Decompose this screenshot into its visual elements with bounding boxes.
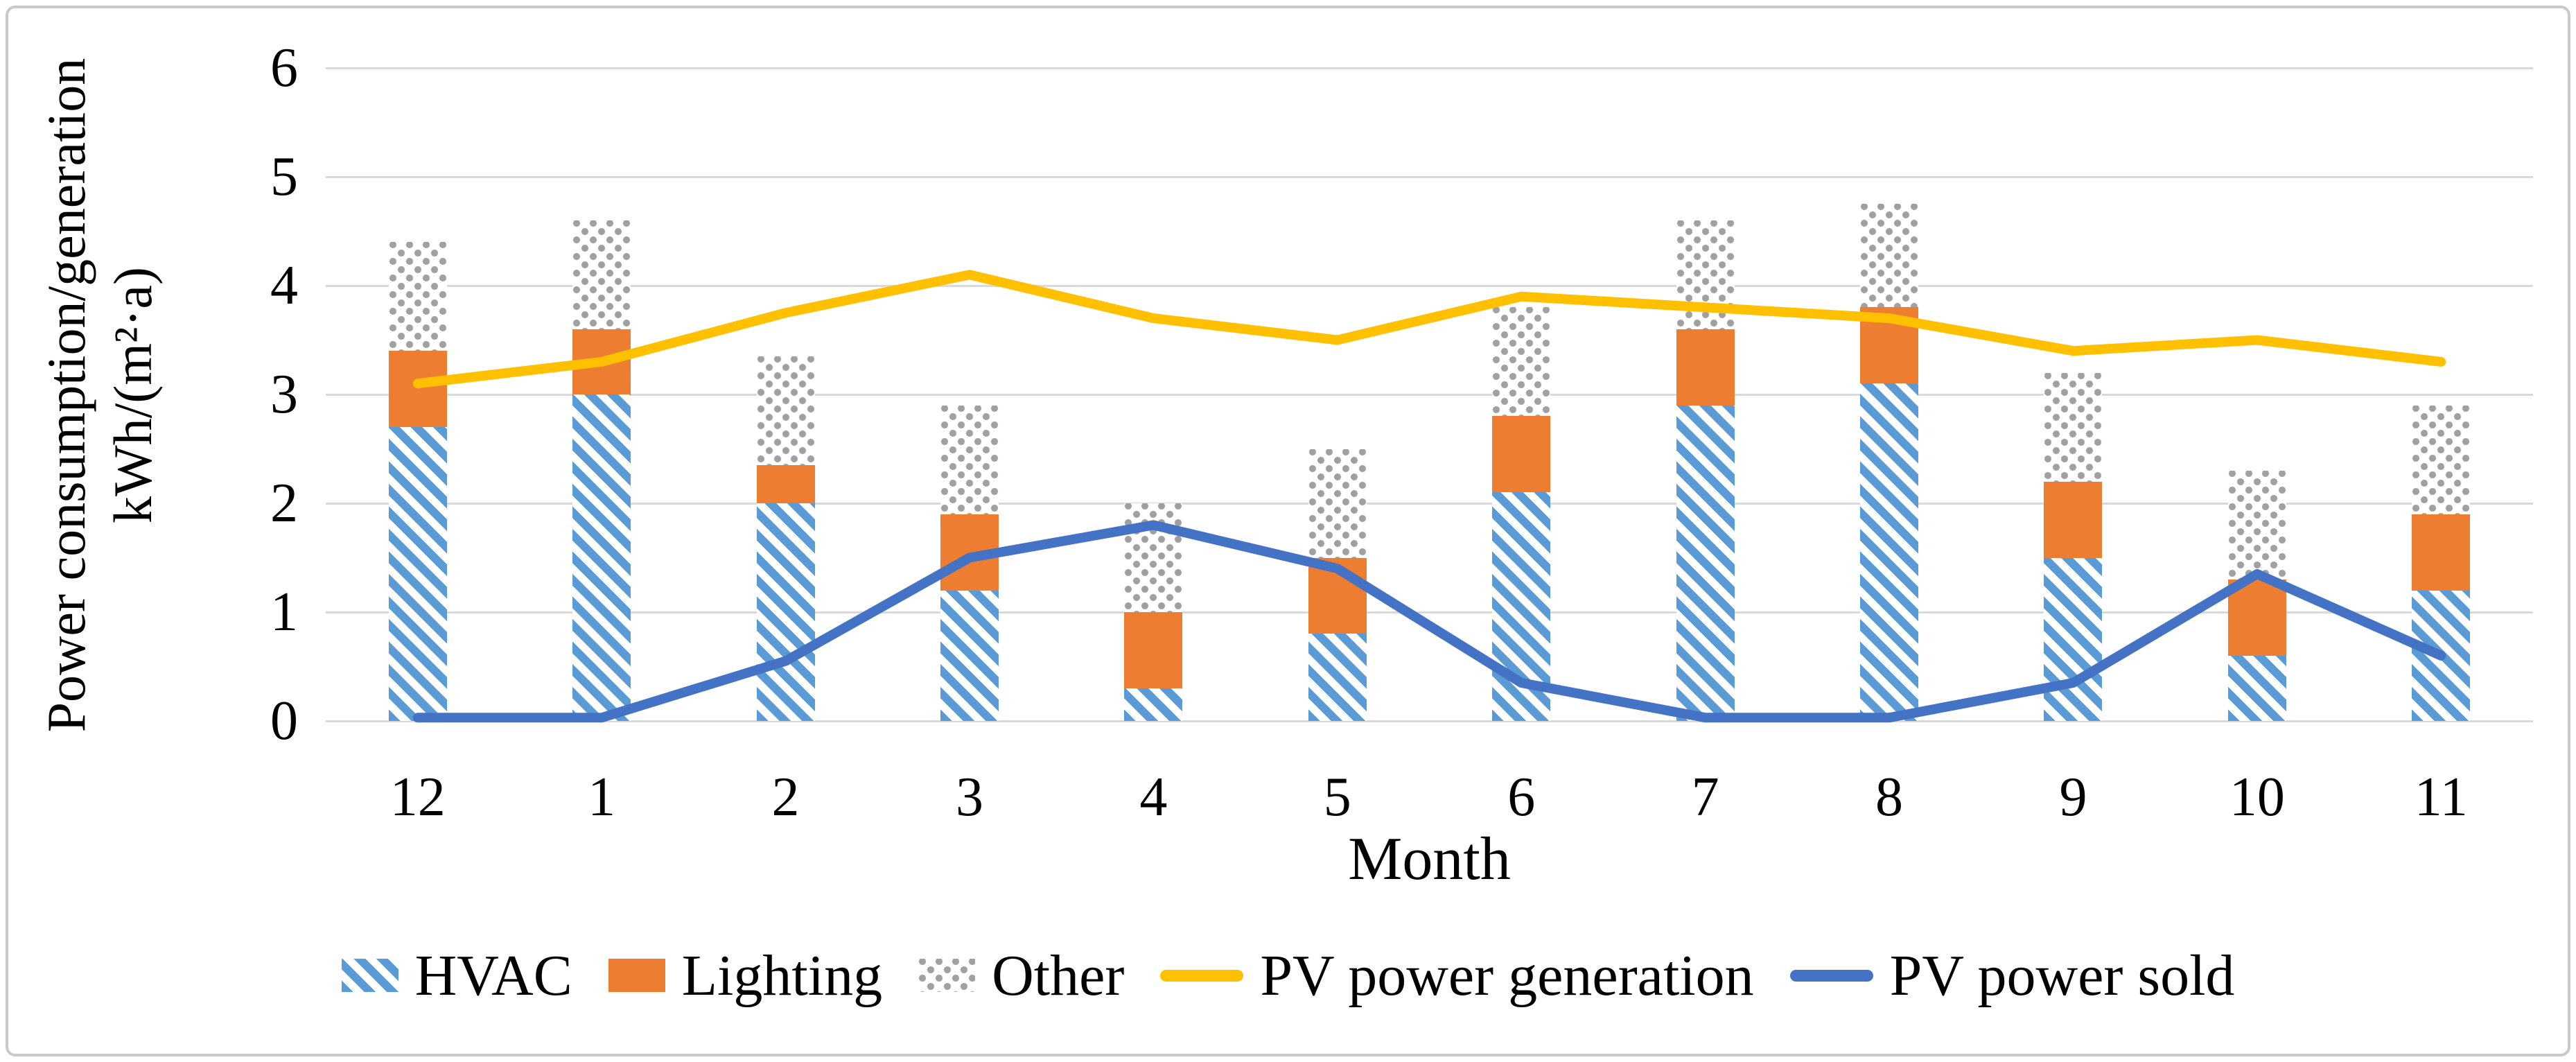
bar-segment-lighting-month-10: [2227, 579, 2286, 656]
bar-segment-other-month-1: [572, 220, 631, 329]
gridline-y-2: [326, 502, 2533, 505]
line-series-layer: [412, 270, 2446, 723]
x-tick-label-2: 2: [771, 767, 800, 828]
legend-item-other: Other: [918, 942, 1124, 1009]
legend-label-other: Other: [992, 943, 1125, 1008]
bar-month-1: [572, 220, 631, 721]
y-tick-label-5: 5: [270, 146, 298, 207]
pv-generation-line-swatch-icon: [1160, 969, 1244, 982]
gridline-y-3: [326, 393, 2533, 396]
chart-plot-area: [326, 67, 2533, 723]
bar-segment-hvac-month-7: [1676, 405, 1735, 721]
legend-item-hvac: HVAC: [341, 942, 572, 1009]
bar-month-8: [1860, 204, 1919, 721]
legend-label-pv-sold: PV power sold: [1889, 943, 2235, 1008]
bar-month-10: [2227, 470, 2286, 721]
bar-month-9: [2044, 372, 2103, 721]
bar-segment-hvac-month-9: [2044, 557, 2103, 721]
x-tick-label-5: 5: [1323, 767, 1351, 828]
bar-segment-lighting-month-11: [2412, 514, 2471, 591]
bar-month-6: [1492, 307, 1551, 721]
gridline-y-4: [326, 284, 2533, 287]
bar-segment-lighting-month-6: [1492, 416, 1551, 493]
legend: HVAC Lighting Other PV power generation …: [0, 937, 2576, 1013]
x-tick-label-9: 9: [2059, 767, 2087, 828]
y-axis-title-line1: Power consumption/generation: [36, 58, 96, 733]
bar-segment-other-month-11: [2412, 405, 2471, 514]
bar-segment-hvac-month-8: [1860, 383, 1919, 721]
bar-segment-hvac-month-4: [1124, 688, 1183, 721]
x-tick-label-12: 12: [389, 767, 446, 828]
line-pv-power-sold: [412, 520, 2446, 723]
x-tick-label-8: 8: [1875, 767, 1904, 828]
y-tick-label-0: 0: [270, 690, 298, 751]
bar-segment-lighting-month-9: [2044, 481, 2103, 558]
x-tick-label-6: 6: [1507, 767, 1536, 828]
bar-segment-other-month-2: [756, 356, 815, 466]
bar-segment-hvac-month-5: [1308, 634, 1367, 721]
gridline-y-1: [326, 611, 2533, 613]
bar-segment-hvac-month-1: [572, 394, 631, 721]
x-tick-label-11: 11: [2414, 767, 2468, 828]
bar-segment-other-month-8: [1860, 204, 1919, 308]
lighting-solid-swatch-icon: [608, 959, 665, 992]
bar-segment-lighting-month-2: [756, 465, 815, 503]
other-dotted-swatch-icon: [918, 959, 976, 992]
x-tick-label-4: 4: [1139, 767, 1168, 828]
legend-item-lighting: Lighting: [608, 942, 882, 1009]
bar-segment-other-month-6: [1492, 307, 1551, 417]
bar-segment-lighting-month-7: [1676, 329, 1735, 406]
bar-segment-lighting-month-4: [1124, 612, 1183, 688]
hvac-striped-swatch-icon: [341, 959, 398, 992]
y-tick-label-3: 3: [270, 364, 298, 425]
x-tick-label-10: 10: [2229, 767, 2285, 828]
legend-label-lighting: Lighting: [681, 943, 883, 1008]
bar-segment-other-month-10: [2227, 470, 2286, 580]
bar-month-3: [940, 405, 999, 721]
gridline-y-6: [326, 67, 2533, 69]
bar-segment-other-month-12: [388, 242, 447, 351]
y-axis-title: Power consumption/generation kWh/(m²·a): [33, 14, 166, 776]
x-tick-label-7: 7: [1691, 767, 1719, 828]
bar-segment-hvac-month-10: [2227, 655, 2286, 721]
bar-segment-hvac-month-3: [940, 590, 999, 721]
bar-segment-hvac-month-2: [756, 503, 815, 721]
bar-segment-other-month-3: [940, 405, 999, 514]
bar-month-12: [388, 242, 447, 721]
x-tick-label-1: 1: [588, 767, 616, 828]
y-tick-label-4: 4: [270, 255, 298, 316]
x-axis-title: Month: [1348, 826, 1511, 893]
x-tick-label-3: 3: [955, 767, 983, 828]
y-tick-label-6: 6: [270, 37, 298, 98]
legend-label-hvac: HVAC: [414, 943, 572, 1008]
legend-label-pv-generation: PV power generation: [1260, 943, 1754, 1008]
gridline-y-0: [326, 720, 2533, 722]
line-pv-power-generation: [412, 270, 2446, 389]
y-tick-label-1: 1: [270, 582, 298, 643]
legend-item-pv-generation: PV power generation: [1160, 942, 1754, 1009]
y-axis-title-line2: kWh/(m²·a): [103, 267, 163, 523]
bar-segment-other-month-5: [1308, 449, 1367, 558]
bar-segment-hvac-month-12: [388, 427, 447, 721]
y-tick-label-2: 2: [270, 473, 298, 534]
gridline-y-5: [326, 175, 2533, 178]
bar-month-2: [756, 356, 815, 721]
bar-segment-other-month-9: [2044, 372, 2103, 482]
legend-item-pv-sold: PV power sold: [1789, 942, 2235, 1009]
bar-segment-lighting-month-12: [388, 351, 447, 428]
pv-sold-line-swatch-icon: [1789, 969, 1873, 982]
